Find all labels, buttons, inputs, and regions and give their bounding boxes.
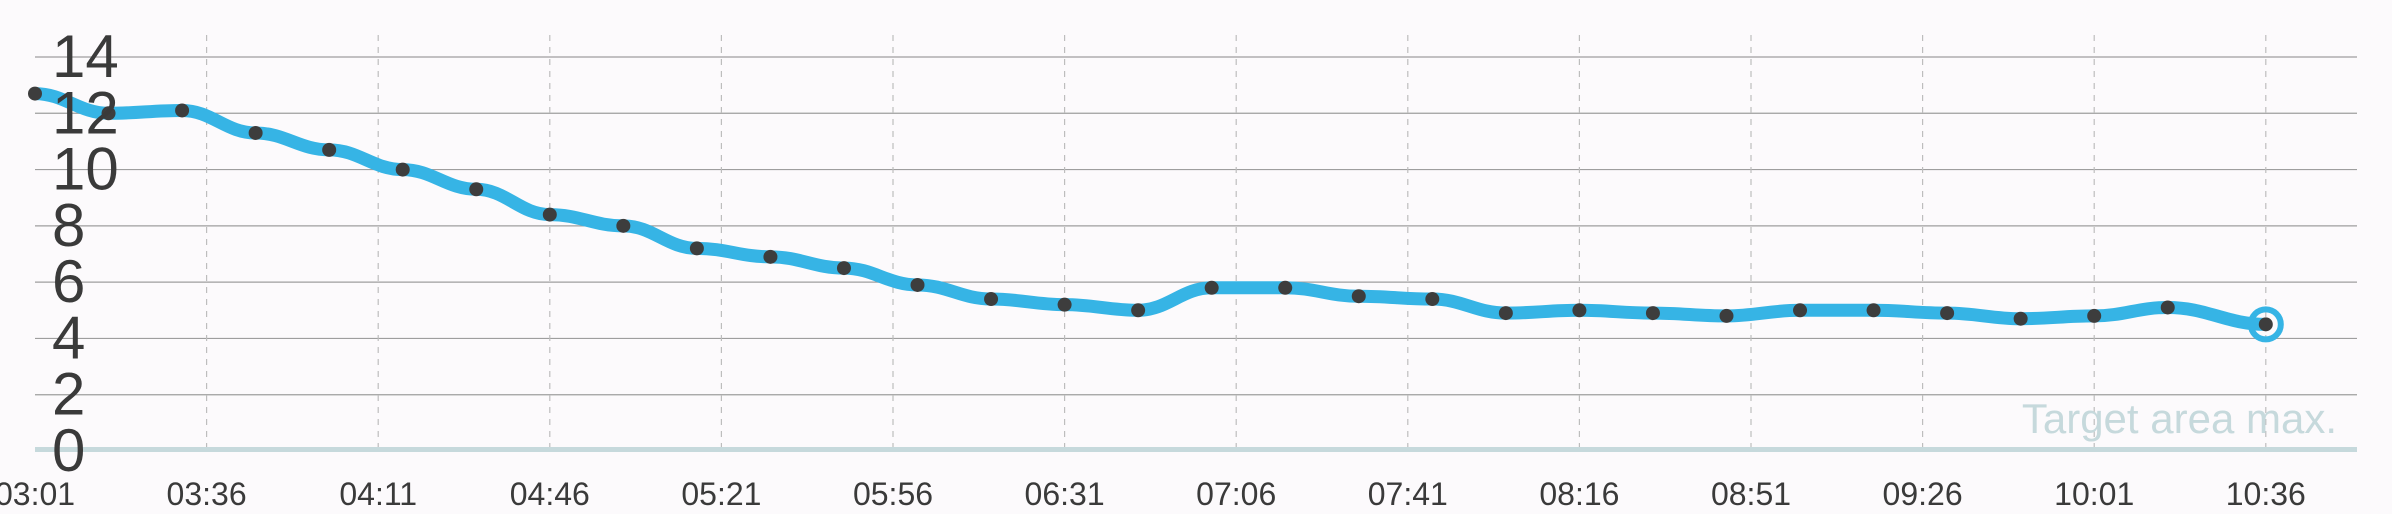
x-tick-label-0851: 08:51 (1711, 476, 1791, 512)
series-line (28, 87, 2273, 331)
data-point-08:01 (1498, 306, 1513, 321)
series-line-group (28, 86, 2284, 343)
y-tick-label-8: 8 (52, 192, 85, 259)
y-tick-label-0: 0 (52, 417, 85, 484)
vertical-gridlines (206, 35, 2267, 451)
x-tick-label-0521: 05:21 (681, 476, 761, 512)
data-point-07:01 (1204, 280, 1219, 295)
y-tick-label-6: 6 (52, 248, 85, 315)
x-tick-label-0301: 03:01 (0, 476, 75, 512)
x-tick-label-0926: 09:26 (1883, 476, 1963, 512)
data-point-07:31 (1351, 289, 1366, 304)
data-point-06:16 (984, 292, 999, 307)
x-tick-label-0411: 04:11 (339, 476, 417, 512)
x-tick-label-0631: 06:31 (1025, 476, 1105, 512)
data-point-05:31 (763, 249, 778, 264)
data-point-09:31 (1940, 306, 1955, 321)
data-point-07:16 (1278, 280, 1293, 295)
data-point-05:01 (616, 218, 631, 233)
data-point-04:31 (469, 182, 484, 197)
data-point-04:46 (542, 207, 557, 222)
data-point-03:16 (101, 106, 116, 121)
x-tick-label-0336: 03:36 (167, 476, 247, 512)
x-axis-tick-labels: 03:01 03:36 04:11 04:46 05:21 05:56 06:31 07:06… (0, 476, 2306, 512)
data-point-06:31 (1057, 297, 1072, 312)
data-point-10:16 (2160, 300, 2175, 315)
data-point-05:16 (689, 241, 704, 256)
data-point-06:46 (1131, 303, 1146, 318)
data-point-08:16 (1572, 303, 1587, 318)
x-tick-label-0446: 04:46 (510, 476, 590, 512)
y-tick-label-4: 4 (52, 304, 85, 371)
data-point-03:01 (28, 86, 42, 101)
data-point-10:01 (2087, 308, 2102, 323)
data-point-09:01 (1793, 303, 1808, 318)
y-tick-label-2: 2 (52, 361, 85, 428)
y-tick-label-12: 12 (52, 79, 119, 146)
x-tick-label-0706: 07:06 (1196, 476, 1276, 512)
data-point-04:16 (395, 162, 410, 177)
data-point-09:46 (2013, 311, 2028, 326)
data-point-08:31 (1645, 306, 1660, 321)
data-point-06:01 (910, 277, 925, 292)
data-point-07:46 (1425, 292, 1440, 307)
x-tick-label-0816: 08:16 (1539, 476, 1619, 512)
x-tick-label-0556: 05:56 (853, 476, 933, 512)
x-tick-label-0741: 07:41 (1368, 476, 1448, 512)
y-tick-label-14: 14 (52, 23, 119, 90)
data-point-10:36 (2258, 317, 2273, 332)
last-point-marker (2247, 306, 2284, 343)
data-point-05:46 (836, 261, 851, 276)
data-point-08:46 (1719, 308, 1734, 323)
target-area-band (35, 447, 2357, 452)
data-point-03:46 (248, 125, 263, 140)
x-tick-label-1036: 10:36 (2226, 476, 2306, 512)
data-point-04:01 (322, 142, 337, 157)
target-area-label: Target area max. (2022, 395, 2337, 442)
x-tick-label-1001: 10:01 (2054, 476, 2134, 512)
data-point-09:16 (1866, 303, 1881, 318)
horizontal-gridlines (35, 56, 2357, 452)
y-tick-label-10: 10 (52, 136, 119, 203)
data-point-03:31 (175, 103, 190, 118)
